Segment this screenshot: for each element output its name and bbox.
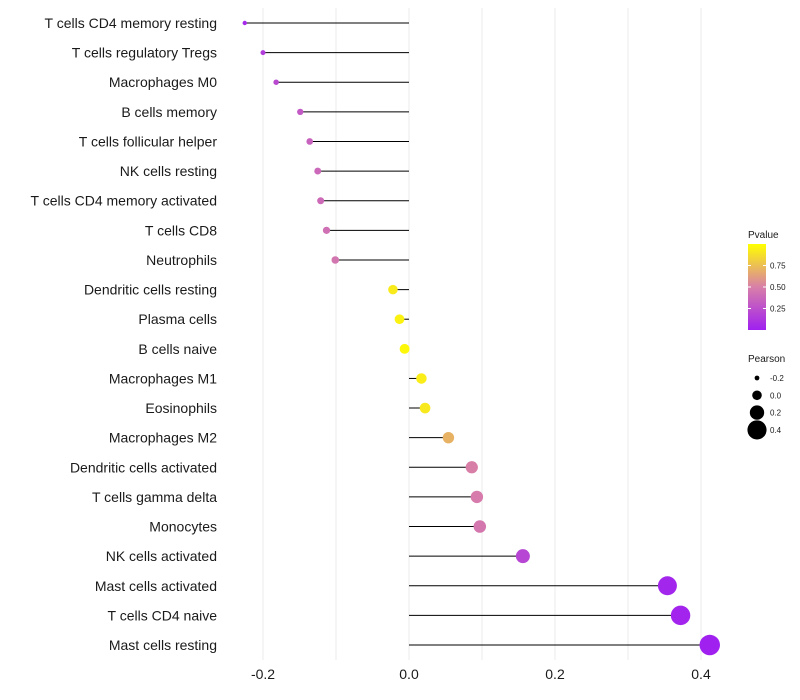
x-tick-label: -0.2: [251, 666, 275, 682]
size-legend-dot: [749, 405, 765, 420]
category-label: NK cells resting: [120, 163, 217, 179]
category-label: Macrophages M2: [109, 430, 217, 446]
category-label: Eosinophils: [145, 400, 217, 416]
category-label: Plasma cells: [138, 311, 217, 327]
category-label: Dendritic cells resting: [84, 282, 217, 298]
size-legend-dot: [754, 375, 760, 381]
category-label: Dendritic cells activated: [70, 459, 217, 475]
x-axis-ticks: -0.2 0.0 0.2 0.4: [251, 666, 711, 682]
pearson-legend: Pearson -0.2 0.0 0.2 0.4: [747, 354, 785, 440]
x-tick-label: 0.4: [691, 666, 711, 682]
size-legend-label: 0.4: [770, 426, 782, 435]
lollipop-point: [442, 431, 455, 444]
pearson-legend-items: -0.2 0.0 0.2 0.4: [747, 374, 784, 440]
category-label: Neutrophils: [146, 252, 217, 268]
category-label: Monocytes: [149, 519, 217, 535]
size-legend-label: -0.2: [770, 374, 784, 383]
lollipop-point: [273, 79, 279, 85]
category-label: T cells CD4 memory activated: [31, 193, 217, 209]
category-label: T cells follicular helper: [79, 133, 218, 149]
lollipop-point: [699, 634, 720, 656]
lollipop-point: [314, 167, 322, 175]
lollipop-point: [399, 343, 410, 354]
lollipop-point: [317, 197, 325, 205]
category-label: T cells CD4 memory resting: [45, 15, 217, 31]
x-tick-label: 0.0: [399, 666, 419, 682]
lollipop-stems: [244, 22, 710, 646]
lollipop-point: [331, 256, 340, 264]
lollipop-point: [260, 50, 266, 56]
colorbar-tick-label: 0.50: [770, 283, 786, 292]
lollipop-points: [242, 20, 720, 656]
pvalue-legend: Pvalue 0.25 0.50 0.75: [748, 230, 786, 330]
category-label: Mast cells resting: [109, 637, 217, 653]
size-legend-label: 0.2: [770, 409, 782, 418]
lollipop-point: [419, 402, 431, 414]
category-label: Mast cells activated: [95, 578, 217, 594]
lollipop-point: [242, 20, 247, 26]
category-label: B cells naive: [138, 341, 217, 357]
category-labels: T cells CD4 memory resting T cells regula…: [31, 15, 218, 653]
lollipop-point: [470, 490, 484, 504]
category-label: T cells gamma delta: [92, 489, 217, 505]
pvalue-colorbar: [748, 244, 766, 330]
lollipop-point: [306, 138, 314, 145]
size-legend-dot: [747, 420, 767, 440]
category-label: NK cells activated: [106, 548, 217, 564]
category-label: T cells CD4 naive: [108, 607, 218, 623]
lollipop-point: [388, 284, 398, 295]
lollipop-point: [515, 549, 530, 564]
pvalue-legend-ticks: 0.25 0.50 0.75: [748, 262, 786, 314]
lollipop-point: [416, 373, 427, 384]
x-tick-label: 0.2: [545, 666, 565, 682]
category-label: B cells memory: [121, 104, 217, 120]
lollipop-point: [297, 108, 304, 116]
grid-lines: [262, 8, 702, 660]
lollipop-point: [394, 314, 405, 325]
lollipop-point: [670, 605, 691, 626]
category-label: T cells regulatory Tregs: [72, 45, 217, 61]
size-legend-dot: [752, 390, 762, 401]
lollipop-point: [473, 520, 487, 533]
pearson-legend-title: Pearson: [748, 354, 785, 365]
pvalue-legend-title: Pvalue: [748, 230, 779, 241]
colorbar-tick-label: 0.25: [770, 305, 786, 314]
category-label: Macrophages M0: [109, 74, 217, 90]
category-label: Macrophages M1: [109, 370, 217, 386]
size-legend-label: 0.0: [770, 391, 782, 400]
colorbar-tick-label: 0.75: [770, 262, 786, 271]
lollipop-point: [465, 461, 478, 474]
lollipop-point: [322, 226, 331, 234]
category-label: T cells CD8: [145, 222, 217, 238]
lollipop-point: [657, 576, 677, 596]
